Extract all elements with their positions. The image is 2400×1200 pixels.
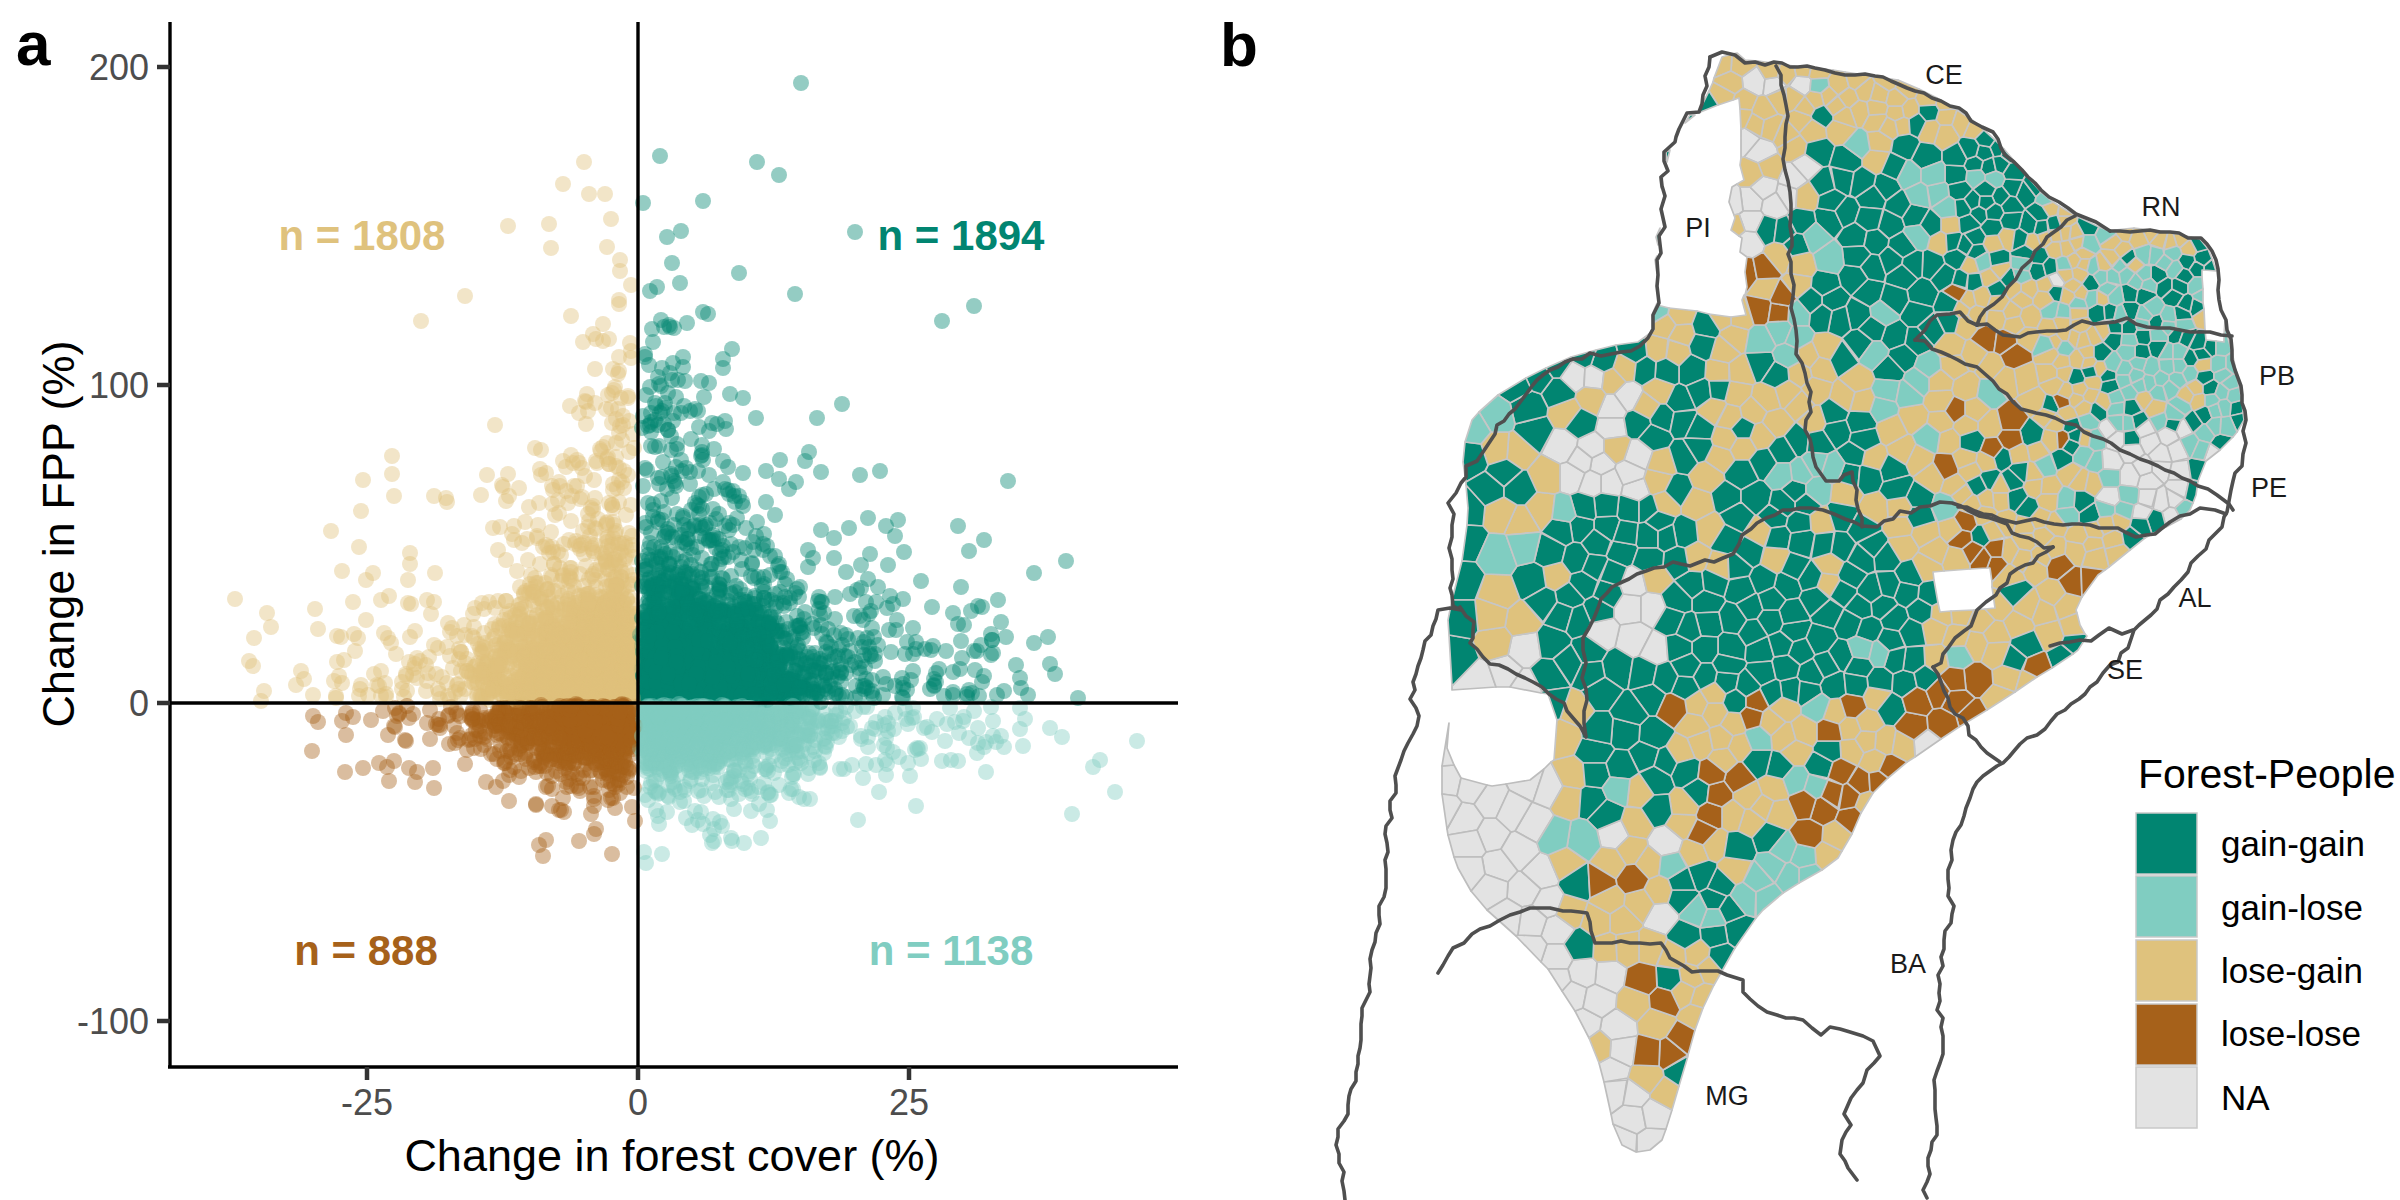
svg-text:PE: PE	[2251, 473, 2287, 503]
svg-text:lose-lose: lose-lose	[2221, 1014, 2361, 1053]
svg-text:n = 1138: n = 1138	[869, 927, 1034, 974]
svg-text:25: 25	[889, 1082, 929, 1123]
svg-text:lose-gain: lose-gain	[2221, 951, 2363, 990]
svg-text:MG: MG	[1705, 1081, 1749, 1111]
svg-text:Change in forest cover (%): Change in forest cover (%)	[404, 1130, 939, 1181]
svg-text:PB: PB	[2259, 361, 2295, 391]
svg-text:n = 1894: n = 1894	[878, 212, 1046, 259]
svg-text:-100: -100	[77, 1001, 149, 1042]
svg-text:a: a	[16, 9, 51, 78]
svg-text:AL: AL	[2178, 583, 2211, 613]
svg-text:n = 888: n = 888	[294, 927, 438, 974]
svg-text:PI: PI	[1685, 213, 1711, 243]
svg-text:SE: SE	[2107, 655, 2143, 685]
svg-text:b: b	[1220, 10, 1258, 79]
svg-text:Change in FPP (%): Change in FPP (%)	[33, 341, 84, 728]
svg-text:100: 100	[89, 365, 149, 406]
svg-text:n = 1808: n = 1808	[279, 212, 446, 259]
svg-text:0: 0	[628, 1082, 648, 1123]
svg-text:gain-lose: gain-lose	[2221, 888, 2363, 927]
svg-text:RN: RN	[2142, 192, 2181, 222]
svg-text:BA: BA	[1890, 949, 1926, 979]
svg-text:200: 200	[89, 47, 149, 88]
svg-text:CE: CE	[1925, 60, 1963, 90]
svg-text:NA: NA	[2221, 1078, 2270, 1117]
svg-text:Forest-People: Forest-People	[2138, 751, 2396, 797]
svg-text:-25: -25	[341, 1082, 393, 1123]
svg-text:gain-gain: gain-gain	[2221, 824, 2365, 863]
svg-text:0: 0	[129, 683, 149, 724]
